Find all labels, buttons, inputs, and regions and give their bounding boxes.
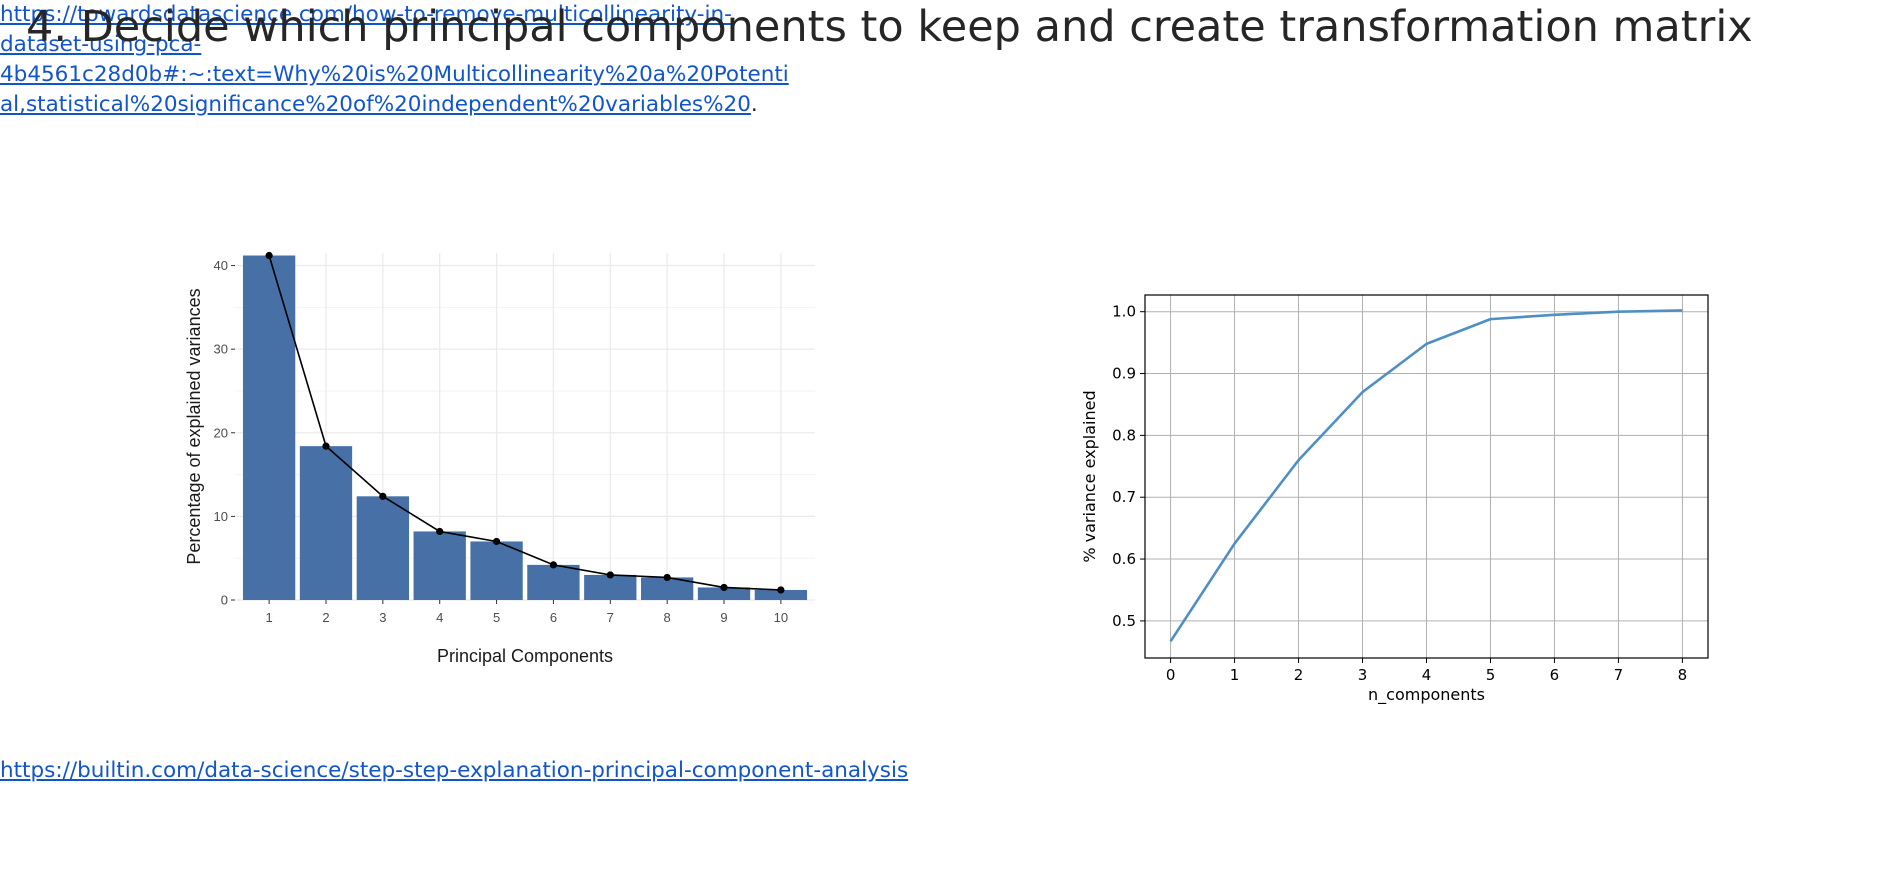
- x-tick-label: 8: [664, 610, 671, 625]
- x-tick-label: 10: [774, 610, 788, 625]
- variance-trend-line: [268, 255, 781, 591]
- trend-point-3: [379, 492, 387, 500]
- source-link-block: https://towardsdatascience.com/how-to-re…: [0, 0, 806, 120]
- y-tick-label: 0.6: [1112, 550, 1136, 568]
- bar-pc-9: [697, 587, 751, 600]
- x-tick-label: 5: [1486, 666, 1496, 684]
- x-tick-label: 0: [1166, 666, 1176, 684]
- y-tick-label: 0.8: [1112, 426, 1136, 444]
- x-tick-label: 7: [607, 610, 614, 625]
- x-tick-label: 1: [1230, 666, 1240, 684]
- bar-pc-7: [584, 574, 637, 600]
- y-tick-label: 0.5: [1112, 612, 1136, 630]
- y-tick-label: 30: [214, 342, 228, 357]
- x-tick-label: 4: [436, 610, 443, 625]
- bar-pc-1: [242, 255, 296, 601]
- y-tick-label: 0.9: [1112, 365, 1136, 383]
- x-tick-label: 7: [1614, 666, 1624, 684]
- y-tick-label: 0: [221, 593, 228, 608]
- y-axis-title: % variance explained: [1080, 390, 1099, 562]
- source-link-towardsdatascience-line-3[interactable]: 4b4561c28d0b#:~:text=Why%20is%20Multicol…: [0, 62, 789, 87]
- bar-pc-6: [527, 564, 580, 600]
- trend-point-6: [549, 561, 558, 569]
- x-tick-label: 5: [493, 610, 500, 625]
- link-trailing-period: .: [750, 92, 758, 117]
- bar-pc-4: [413, 531, 466, 600]
- x-tick-label: 6: [1550, 666, 1560, 684]
- cumulative-variance-line-chart: 0 1 2 3 4 5 6 7 8 0.5 0.6 0.7 0.8 0.9 1.0 n_components%…: [1080, 294, 1709, 705]
- y-tick-label: 20: [214, 425, 228, 440]
- trend-point-5: [492, 537, 501, 546]
- x-tick-label: 8: [1678, 666, 1688, 684]
- trend-point-2: [322, 442, 330, 450]
- bar-pc-2: [299, 446, 353, 600]
- source-link-builtin[interactable]: https://builtin.com/data-science/step-st…: [0, 758, 909, 783]
- bar-pc-5: [470, 541, 523, 600]
- x-axis-title: n_components: [1368, 685, 1485, 705]
- trend-point-1: [265, 251, 273, 260]
- source-link-towardsdatascience-line-2[interactable]: dataset-using-pca-: [0, 32, 202, 57]
- trend-point-9: [720, 583, 728, 592]
- y-axis-title: Percentage of explained variances: [184, 288, 204, 564]
- slide-title: 4. Decide which principal components to …: [26, 2, 1753, 52]
- x-tick-label: 1: [266, 610, 273, 625]
- y-tick-label: 40: [214, 258, 228, 273]
- x-tick-label: 3: [379, 610, 386, 625]
- bar-pc-8: [641, 577, 694, 600]
- x-tick-label: 3: [1358, 666, 1368, 684]
- trend-point-4: [436, 527, 444, 536]
- x-tick-label: 9: [720, 610, 727, 625]
- explained-variance-bar-chart: 0 10 20 30 40 1 2 3 4 5 6 7 8 9 10 Principal Components…: [184, 251, 815, 666]
- bar-pc-10: [754, 589, 808, 600]
- x-tick-label: 2: [1294, 666, 1304, 684]
- y-tick-label: 0.7: [1112, 488, 1136, 506]
- source-link-towardsdatascience-line-1[interactable]: https://towardsdatascience.com/how-to-re…: [0, 2, 732, 27]
- source-link-towardsdatascience-line-4[interactable]: al,statistical%20significance%20of%20ind…: [0, 92, 751, 117]
- trend-point-8: [663, 573, 671, 582]
- y-tick-label: 1.0: [1112, 303, 1136, 321]
- x-tick-label: 6: [550, 610, 557, 625]
- bar-pc-3: [356, 496, 409, 600]
- x-tick-label: 2: [322, 610, 329, 625]
- trend-point-7: [606, 571, 614, 579]
- x-axis-title: Principal Components: [437, 646, 613, 666]
- trend-point-10: [777, 586, 785, 594]
- y-tick-label: 10: [214, 509, 228, 524]
- x-tick-label: 4: [1422, 666, 1432, 684]
